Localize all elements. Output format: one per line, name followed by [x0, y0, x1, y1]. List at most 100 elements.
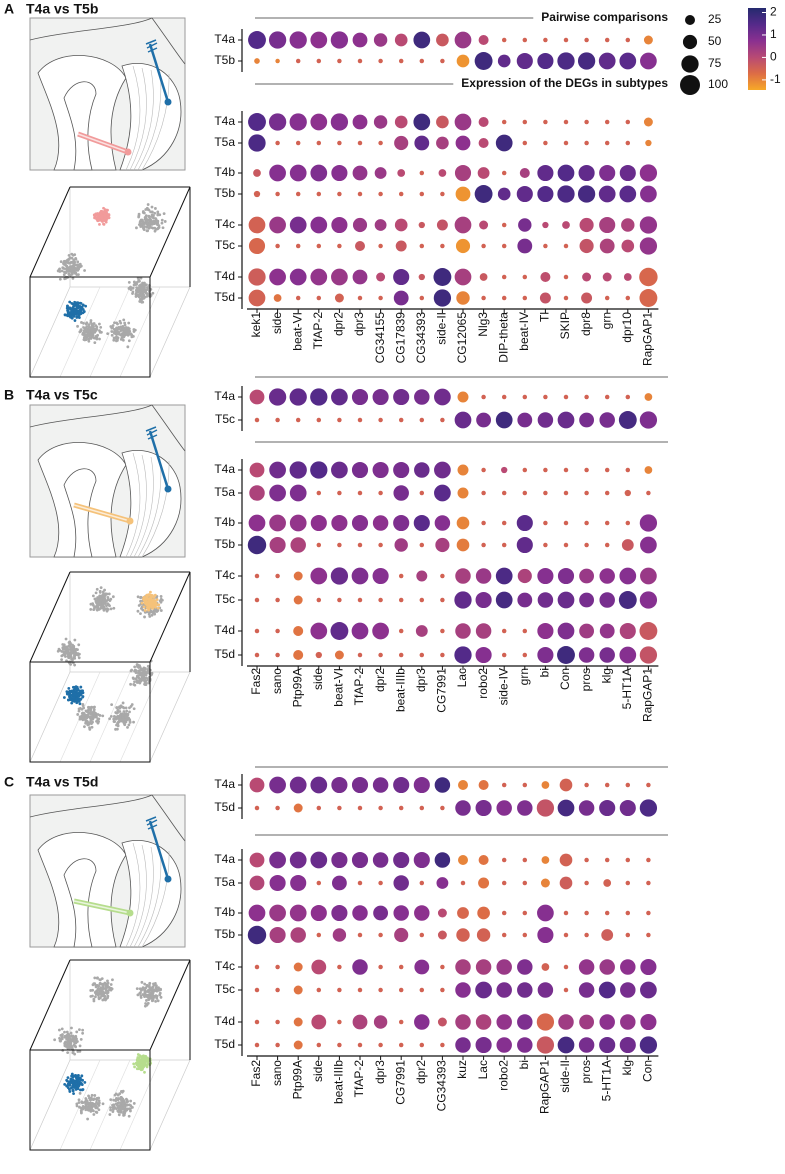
dot	[625, 140, 631, 146]
dot	[639, 289, 658, 307]
cell-dot	[109, 983, 113, 986]
panel-title: T4a vs T5d	[26, 774, 98, 790]
dot	[248, 514, 266, 532]
cell-dot	[145, 993, 149, 997]
cell-dot	[145, 225, 149, 229]
dot	[603, 879, 612, 887]
dot	[640, 1013, 657, 1031]
gene-label: sano	[270, 1060, 284, 1086]
dot	[478, 877, 490, 889]
dot	[563, 964, 569, 970]
row-label: T5b	[214, 53, 235, 67]
cell-dot	[144, 676, 148, 680]
cell-dot	[150, 215, 154, 218]
cell-dot	[142, 226, 145, 230]
dot	[481, 295, 486, 301]
cell-dot	[77, 656, 81, 660]
cell-dot	[107, 216, 110, 220]
cell-dot	[148, 989, 151, 993]
cell-dot	[94, 216, 98, 220]
dot	[254, 628, 260, 634]
cell-dot	[93, 991, 97, 995]
cell-dot	[145, 999, 148, 1002]
dot	[337, 987, 342, 993]
cell-dot	[85, 1105, 89, 1109]
cell-dot	[58, 1028, 61, 1032]
cell-dot	[78, 304, 82, 308]
dot	[440, 417, 445, 423]
dot	[357, 805, 363, 811]
dot	[543, 140, 548, 146]
dot	[601, 929, 614, 941]
cell-dot	[62, 273, 66, 277]
floor-grid	[89, 1059, 131, 1151]
lobula-plate	[119, 62, 182, 171]
dot	[352, 32, 368, 48]
cell-dot	[68, 306, 72, 310]
gene-label: dpr3	[352, 312, 366, 336]
dot	[584, 857, 589, 863]
cell-dot	[115, 706, 119, 710]
dot	[454, 411, 472, 429]
dot	[419, 58, 425, 64]
gene-label: kuz	[455, 1060, 469, 1079]
cell-dot	[75, 315, 79, 319]
dot	[290, 537, 306, 553]
dot	[269, 851, 286, 869]
dot	[481, 490, 486, 496]
dot	[337, 1019, 342, 1025]
dot	[579, 592, 595, 608]
dot	[536, 1036, 555, 1054]
cell-dot	[78, 697, 82, 701]
cell-dot	[154, 984, 158, 987]
dot	[495, 567, 513, 585]
dot	[330, 622, 349, 640]
cell-dot	[73, 300, 77, 304]
brain-illustration	[29, 794, 186, 948]
dot	[639, 411, 658, 429]
cell-dot	[145, 1065, 149, 1069]
dot	[378, 880, 383, 886]
dot	[352, 1014, 368, 1030]
dot	[625, 857, 631, 863]
dot	[269, 776, 286, 794]
dot	[378, 597, 383, 603]
cell-dot	[132, 1062, 136, 1066]
cell-dot	[143, 281, 146, 285]
cell-dot	[85, 716, 89, 720]
cell-dot	[63, 1034, 67, 1038]
dot	[393, 905, 409, 921]
dot	[501, 652, 507, 658]
cell-dot	[112, 331, 116, 335]
cell-dot	[111, 1110, 115, 1114]
cell-dot	[154, 999, 158, 1003]
cell-dot	[65, 1078, 69, 1082]
dot	[372, 777, 389, 793]
dot	[625, 520, 631, 526]
cell-dot	[92, 1097, 96, 1101]
dot	[455, 623, 471, 639]
cell-dot	[97, 218, 101, 221]
cell-dot	[94, 591, 98, 595]
dot	[639, 216, 658, 234]
dot	[619, 1036, 636, 1054]
cell-dot	[117, 1113, 121, 1117]
cell-dot	[94, 605, 98, 609]
gene-label: CG34155	[373, 312, 387, 364]
dot	[378, 490, 383, 496]
dot	[639, 164, 658, 182]
cell-dot	[80, 1074, 84, 1078]
neuron-t4a-soma	[164, 485, 172, 493]
dot	[418, 221, 425, 229]
cell-dot	[155, 603, 158, 607]
dot	[269, 216, 286, 234]
dot	[536, 799, 555, 817]
cell-dot	[140, 1063, 143, 1066]
dot	[248, 289, 266, 307]
cell-dot	[139, 283, 143, 287]
cell-dot	[103, 597, 107, 601]
dot	[351, 851, 369, 869]
cell-dot	[156, 999, 160, 1003]
dot	[372, 852, 389, 868]
cell-dot	[103, 994, 107, 998]
